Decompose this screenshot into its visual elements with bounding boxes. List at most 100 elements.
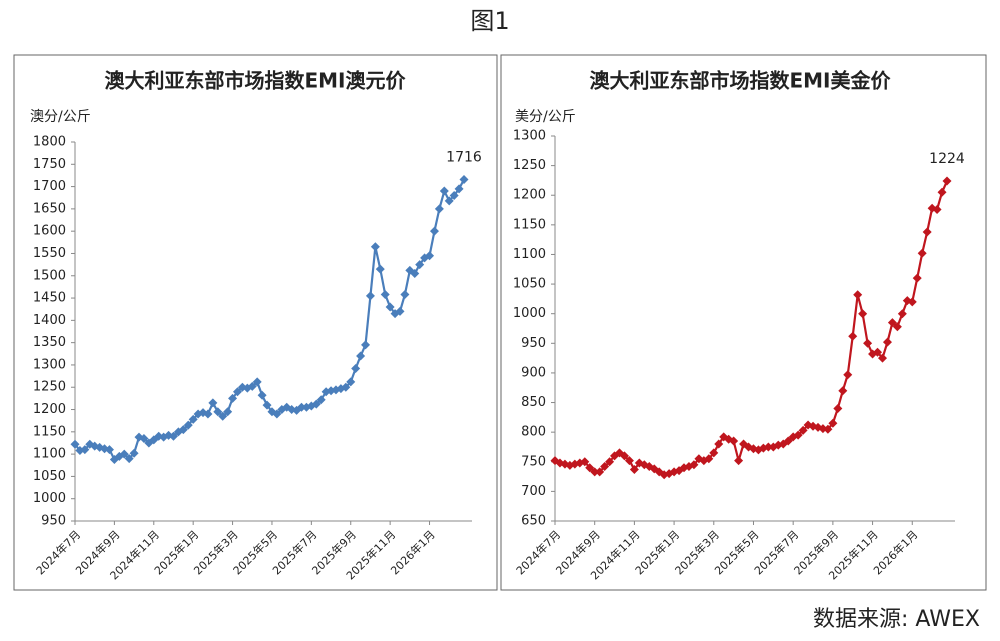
- data-marker: [709, 448, 719, 458]
- data-marker: [798, 425, 808, 435]
- data-marker: [119, 449, 129, 459]
- data-marker: [897, 309, 907, 319]
- data-marker: [218, 411, 228, 421]
- data-marker: [316, 395, 326, 405]
- data-marker: [183, 420, 193, 430]
- data-marker: [213, 407, 223, 417]
- y-tick-label: 1000: [33, 491, 66, 506]
- data-marker: [370, 242, 380, 252]
- data-line: [554, 180, 949, 476]
- data-marker: [459, 174, 469, 184]
- data-marker: [714, 439, 724, 449]
- y-tick-label: 750: [521, 454, 546, 469]
- y-tick-label: 1400: [33, 313, 66, 328]
- data-marker: [425, 251, 435, 261]
- data-marker: [922, 227, 932, 237]
- data-marker: [410, 269, 420, 279]
- y-tick-label: 1450: [33, 291, 66, 306]
- data-marker: [395, 306, 405, 316]
- data-marker: [361, 340, 371, 350]
- data-marker: [590, 467, 600, 477]
- data-marker: [223, 407, 233, 417]
- data-marker: [346, 377, 356, 387]
- y-tick-label: 950: [41, 514, 66, 529]
- y-tick-label: 1700: [33, 179, 66, 194]
- data-marker: [168, 431, 178, 441]
- data-marker: [365, 291, 375, 301]
- data-marker: [385, 302, 395, 312]
- data-marker: [793, 430, 803, 440]
- data-marker: [892, 322, 902, 332]
- data-marker: [585, 463, 595, 473]
- data-marker: [400, 289, 410, 299]
- data-marker: [629, 464, 639, 474]
- data-marker: [356, 351, 366, 361]
- data-marker: [873, 347, 883, 357]
- data-marker: [380, 289, 390, 299]
- data-marker: [624, 456, 634, 466]
- data-marker: [689, 460, 699, 470]
- data-marker: [252, 377, 262, 387]
- data-marker: [232, 387, 242, 397]
- data-marker: [932, 204, 942, 214]
- y-tick-label: 1350: [33, 335, 66, 350]
- data-marker: [351, 364, 361, 374]
- data-marker: [429, 226, 439, 236]
- data-marker: [595, 467, 605, 477]
- y-tick-label: 1100: [513, 247, 546, 262]
- data-marker: [828, 418, 838, 428]
- data-marker: [208, 398, 218, 408]
- data-marker: [70, 439, 80, 449]
- data-marker: [863, 338, 873, 348]
- y-tick-label: 1000: [513, 306, 546, 321]
- y-tick-label: 1300: [33, 357, 66, 372]
- data-marker: [247, 381, 257, 391]
- data-marker: [80, 445, 90, 455]
- y-tick-label: 1800: [33, 135, 66, 150]
- data-marker: [178, 425, 188, 435]
- data-marker: [838, 386, 848, 396]
- data-marker: [228, 393, 238, 403]
- chart-title: 澳大利亚东部市场指数EMI美金价: [589, 69, 891, 93]
- data-marker: [823, 424, 833, 434]
- data-marker: [734, 456, 744, 466]
- data-marker: [917, 248, 927, 258]
- y-tick-label: 1200: [33, 402, 66, 417]
- y-tick-label: 1150: [513, 217, 546, 232]
- data-marker: [444, 196, 454, 206]
- y-axis-label: 美分/公斤: [515, 109, 576, 125]
- y-tick-label: 800: [521, 425, 546, 440]
- panel: [13, 54, 498, 591]
- data-marker: [124, 454, 134, 464]
- data-marker: [912, 273, 922, 283]
- y-tick-label: 850: [521, 395, 546, 410]
- data-marker: [833, 403, 843, 413]
- y-tick-label: 650: [521, 514, 546, 529]
- y-tick-label: 1750: [33, 157, 66, 172]
- data-label: 1716: [446, 149, 482, 165]
- y-tick-label: 1250: [513, 158, 546, 173]
- data-marker: [341, 382, 351, 392]
- data-marker: [729, 436, 739, 446]
- y-axis-label: 澳分/公斤: [30, 109, 91, 125]
- data-marker: [877, 353, 887, 363]
- data-marker: [600, 462, 610, 472]
- data-marker: [449, 191, 459, 201]
- y-tick-label: 1200: [513, 188, 546, 203]
- data-marker: [907, 297, 917, 307]
- y-tick-label: 1300: [513, 129, 546, 144]
- data-marker: [434, 204, 444, 214]
- data-marker: [262, 400, 272, 410]
- source: 数据来源: AWEX: [813, 607, 980, 632]
- data-marker: [937, 187, 947, 197]
- y-tick-label: 900: [521, 365, 546, 380]
- data-marker: [887, 318, 897, 328]
- data-marker: [853, 290, 863, 300]
- data-marker: [188, 414, 198, 424]
- data-marker: [439, 186, 449, 196]
- y-tick-label: 1150: [33, 424, 66, 439]
- y-tick-label: 1250: [33, 380, 66, 395]
- data-marker: [257, 390, 267, 400]
- data-marker: [311, 399, 321, 409]
